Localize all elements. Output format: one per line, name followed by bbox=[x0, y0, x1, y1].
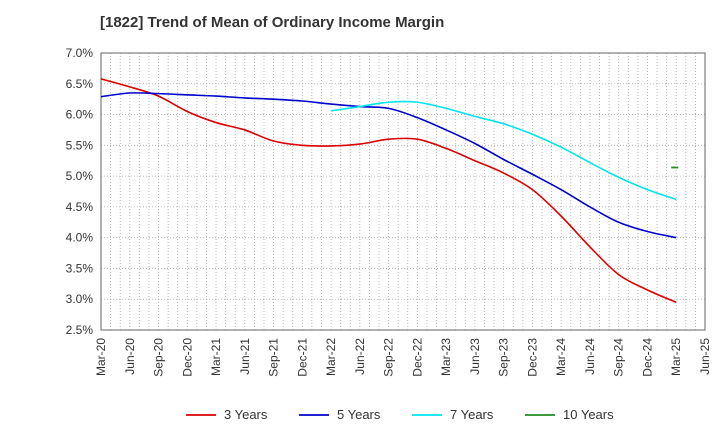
x-tick-label: Dec-20 bbox=[180, 338, 194, 377]
x-tick-label: Jun-24 bbox=[583, 338, 597, 375]
chart-title: [1822] Trend of Mean of Ordinary Income … bbox=[100, 14, 445, 31]
y-tick-label: 6.5% bbox=[66, 77, 94, 91]
x-tick-label: Mar-23 bbox=[439, 338, 453, 376]
y-tick-label: 6.0% bbox=[66, 108, 94, 122]
x-tick-label: Jun-20 bbox=[123, 338, 137, 375]
x-tick-label: Sep-20 bbox=[152, 338, 166, 377]
x-tick-label: Jun-25 bbox=[698, 338, 712, 375]
series-line-5-years bbox=[100, 92, 677, 239]
x-tick-label: Sep-21 bbox=[267, 338, 281, 377]
series-line-3-years bbox=[100, 78, 677, 304]
x-tick-label: Mar-21 bbox=[209, 338, 223, 376]
x-tick-label: Dec-21 bbox=[295, 338, 309, 377]
x-tick-label: Jun-22 bbox=[353, 338, 367, 375]
y-tick-label: 7.0% bbox=[66, 46, 94, 60]
y-tick-label: 2.5% bbox=[66, 323, 94, 337]
x-tick-label: Mar-24 bbox=[554, 338, 568, 376]
y-tick-label: 3.0% bbox=[66, 292, 94, 306]
y-axis-ticks: 7.0% 6.5% 6.0% 5.5% 5.0% 4.5% 4.0% 3.5% 3.0% 2.5% bbox=[66, 46, 94, 337]
y-tick-label: 5.0% bbox=[66, 169, 94, 183]
x-tick-label: Dec-22 bbox=[410, 338, 424, 377]
series-lines bbox=[100, 78, 679, 304]
plot-frame bbox=[100, 52, 706, 331]
y-tick-label: 5.5% bbox=[66, 138, 94, 152]
legend: 3 Years 5 Years 7 Years 10 Years bbox=[186, 407, 614, 422]
x-tick-label: Dec-24 bbox=[640, 338, 654, 377]
x-tick-label: Mar-22 bbox=[324, 338, 338, 376]
x-tick-label: Sep-23 bbox=[497, 338, 511, 377]
y-tick-label: 4.5% bbox=[66, 200, 94, 214]
x-tick-label: Sep-22 bbox=[382, 338, 396, 377]
legend-label: 10 Years bbox=[563, 407, 614, 422]
y-tick-label: 3.5% bbox=[66, 261, 94, 275]
x-tick-label: Mar-25 bbox=[669, 338, 683, 376]
grid bbox=[101, 53, 705, 330]
x-axis-ticks: Mar-20 Jun-20 Sep-20 Dec-20 Mar-21 Jun-21 Sep-… bbox=[94, 338, 712, 377]
legend-label: 5 Years bbox=[337, 407, 381, 422]
x-tick-label: Jun-23 bbox=[468, 338, 482, 375]
x-tick-label: Sep-24 bbox=[612, 338, 626, 377]
x-tick-label: Jun-21 bbox=[238, 338, 252, 375]
y-tick-label: 4.0% bbox=[66, 231, 94, 245]
legend-label: 7 Years bbox=[450, 407, 494, 422]
legend-label: 3 Years bbox=[224, 407, 268, 422]
x-tick-label: Dec-23 bbox=[525, 338, 539, 377]
series-line-7-years bbox=[330, 100, 677, 201]
x-tick-label: Mar-20 bbox=[94, 338, 108, 376]
